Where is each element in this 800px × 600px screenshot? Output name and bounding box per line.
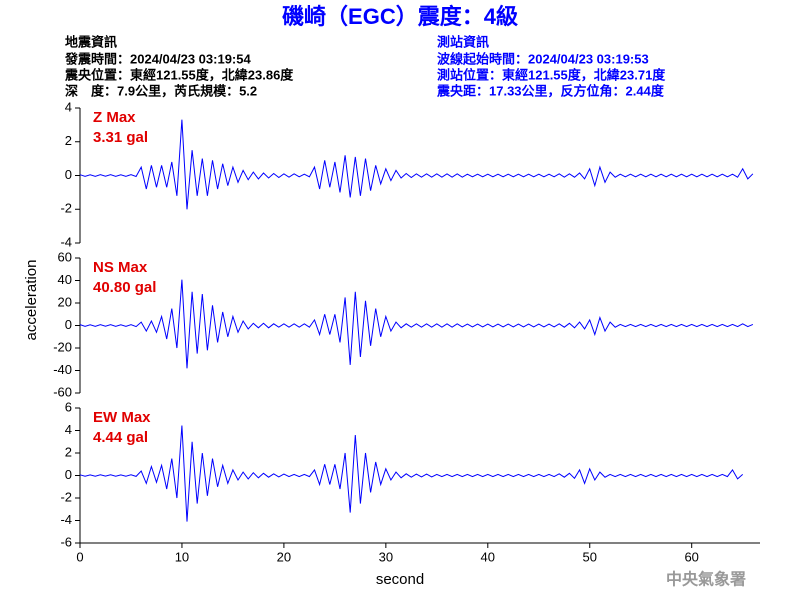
y-tick-label: 2	[65, 133, 72, 148]
panel-label: NS Max	[93, 259, 148, 276]
x-tick-label: 0	[76, 549, 83, 564]
y-tick-label: 4	[65, 99, 72, 114]
y-tick-label: 6	[65, 399, 72, 414]
x-axis-label: second	[376, 571, 424, 588]
waveform	[79, 119, 754, 210]
y-tick-label: 40	[58, 272, 72, 287]
y-tick-label: -2	[60, 489, 72, 504]
y-tick-label: -2	[60, 201, 72, 216]
y-tick-label: -6	[60, 534, 72, 549]
x-tick-label: 20	[277, 549, 291, 564]
y-tick-label: -40	[53, 362, 72, 377]
max-label: 40.80 gal	[93, 279, 156, 296]
panel-label: EW Max	[93, 409, 151, 426]
y-tick-label: 0	[65, 167, 72, 182]
info-line: 發震時間：2024/04/23 03:19:54	[64, 51, 251, 66]
x-tick-label: 50	[583, 549, 597, 564]
y-tick-label: 0	[65, 317, 72, 332]
y-tick-label: -4	[60, 234, 72, 249]
y-tick-label: 20	[58, 294, 72, 309]
y-tick-label: 2	[65, 444, 72, 459]
y-tick-label: -60	[53, 384, 72, 399]
station-line: 波線起始時間：2024/04/23 03:19:53	[437, 51, 649, 66]
info-line: 震央位置：東經121.55度，北緯23.86度	[64, 67, 294, 82]
panel-label: Z Max	[93, 109, 136, 126]
y-tick-label: 0	[65, 467, 72, 482]
station-line: 震央距：17.33公里，反方位角：2.44度	[436, 83, 665, 98]
waveform	[79, 425, 744, 522]
station-line: 測站資訊	[437, 34, 489, 49]
x-tick-label: 30	[379, 549, 393, 564]
station-line: 測站位置：東經121.55度，北緯23.71度	[437, 67, 666, 82]
info-line: 地震資訊	[65, 34, 117, 49]
chart-title: 磯崎（EGC）震度：4級	[282, 4, 518, 29]
waveform	[79, 279, 754, 369]
footer: 中央氣象署	[666, 570, 746, 589]
x-tick-label: 10	[175, 549, 189, 564]
max-label: 3.31 gal	[93, 129, 148, 146]
x-tick-label: 60	[684, 549, 698, 564]
y-tick-label: 60	[58, 249, 72, 264]
y-tick-label: 4	[65, 422, 72, 437]
info-line: 深 度：7.9公里，芮氏規模：5.2	[65, 83, 257, 98]
y-tick-label: -4	[60, 512, 72, 527]
x-tick-label: 40	[481, 549, 495, 564]
y-axis-label: acceleration	[23, 260, 40, 341]
y-tick-label: -20	[53, 339, 72, 354]
max-label: 4.44 gal	[93, 429, 148, 446]
